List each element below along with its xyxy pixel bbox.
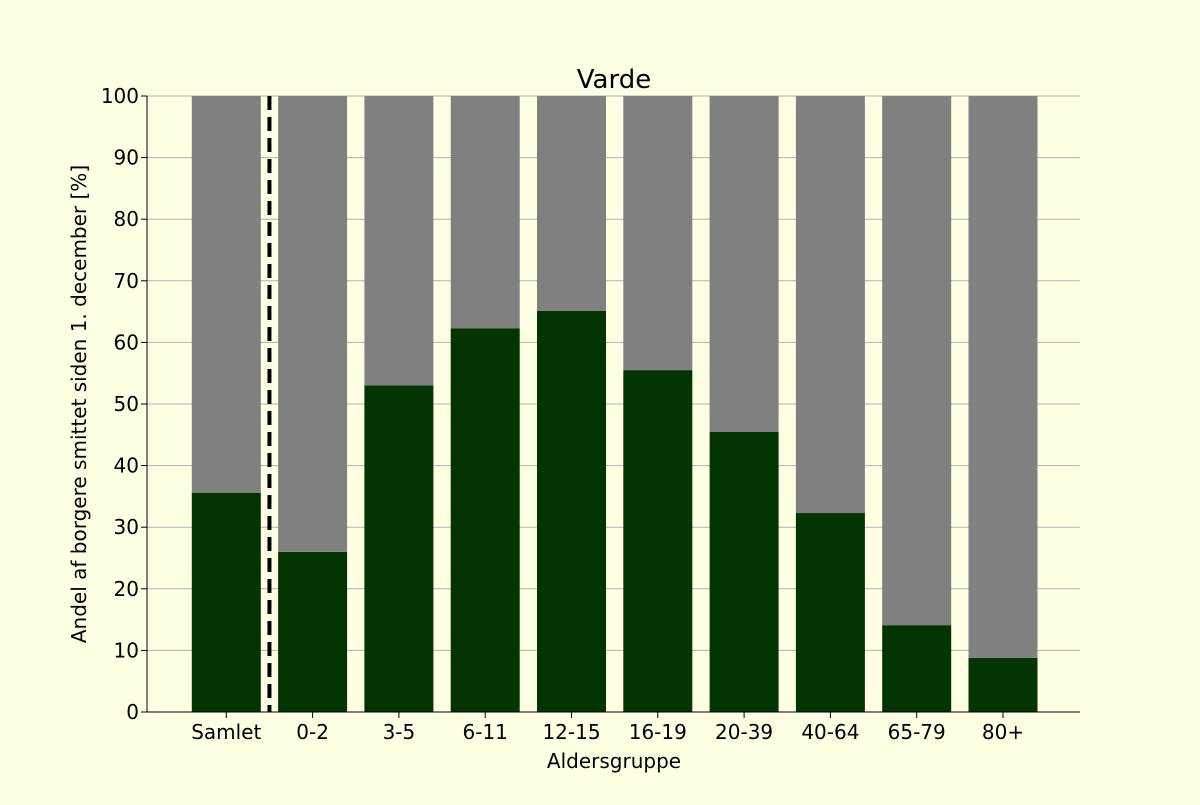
bar-Samlet-segment-0 [191, 492, 261, 712]
x-tick-label: 3-5 [383, 720, 416, 744]
bar-16-19-segment-1 [623, 96, 693, 371]
bar-40-64-segment-1 [795, 96, 865, 514]
chart-title: Varde [577, 65, 651, 95]
y-tick-label: 0 [126, 700, 139, 724]
bar-20-39-segment-1 [709, 96, 779, 432]
x-tick-label: 16-19 [629, 720, 687, 744]
bar-80+-segment-1 [968, 96, 1038, 658]
x-tick-label: 65-79 [888, 720, 946, 744]
y-tick-label: 30 [114, 515, 139, 539]
x-tick-label: Samlet [191, 720, 261, 744]
bar-65-79-segment-1 [882, 96, 952, 626]
x-tick-label: 12-15 [542, 720, 600, 744]
bar-0-2-segment-1 [278, 96, 348, 552]
x-tick-label: 80+ [982, 720, 1024, 744]
bar-16-19-segment-0 [623, 370, 693, 712]
bar-65-79-segment-0 [882, 625, 952, 712]
y-tick-label: 10 [114, 638, 139, 662]
bar-12-15-segment-1 [537, 96, 606, 311]
y-axis-label: Andel af borgere smittet siden 1. decemb… [67, 165, 91, 643]
x-tick-label: 20-39 [715, 720, 773, 744]
bar-40-64-segment-0 [795, 513, 865, 712]
x-axis-label: Aldersgruppe [547, 749, 681, 773]
bars [191, 96, 1038, 712]
y-tick-label: 50 [114, 392, 139, 416]
y-tick-label: 70 [114, 269, 139, 293]
bar-0-2-segment-0 [278, 551, 348, 712]
x-tick-label: 40-64 [801, 720, 859, 744]
y-tick-label: 90 [114, 146, 139, 170]
bar-80+-segment-0 [968, 657, 1038, 712]
x-tick-label: 6-11 [463, 720, 508, 744]
y-tick-label: 20 [114, 577, 139, 601]
y-tick-label: 80 [114, 207, 139, 231]
bar-Samlet-segment-1 [191, 96, 261, 493]
axes [141, 95, 1080, 718]
y-tick-label: 100 [101, 84, 139, 108]
y-tick-label: 40 [114, 454, 139, 478]
x-tick-label: 0-2 [296, 720, 329, 744]
bar-6-11-segment-1 [450, 96, 520, 329]
tick-labels: 0 10 20 30 40 50 60 70 80 90 100 Samlet 0-2 3-5 6-11 12… [101, 84, 1024, 744]
bar-6-11-segment-0 [450, 328, 520, 712]
y-tick-label: 60 [114, 330, 139, 354]
bar-3-5-segment-0 [364, 385, 434, 712]
bar-3-5-segment-1 [364, 96, 434, 386]
bar-12-15-segment-0 [537, 310, 606, 712]
bar-20-39-segment-0 [709, 431, 779, 712]
